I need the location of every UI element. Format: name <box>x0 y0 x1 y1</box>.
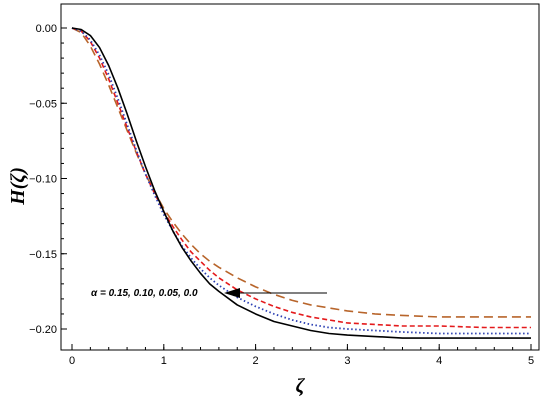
series-line-3 <box>71 27 531 335</box>
series-line-4 <box>71 27 531 339</box>
annotation-arrow <box>224 288 327 298</box>
y-tick-label: −0.15 <box>29 249 57 261</box>
x-tick-label: 0 <box>69 355 75 367</box>
series-line-1 <box>71 27 531 318</box>
y-tick-label: 0.00 <box>36 23 57 35</box>
alpha-annotation: α = 0.15, 0.10, 0.05, 0.0 <box>91 288 198 299</box>
y-tick-label: −0.05 <box>29 98 57 110</box>
x-axis-title: ζ <box>296 375 306 397</box>
y-tick-label: −0.10 <box>29 174 57 186</box>
x-tick-label: 2 <box>253 355 259 367</box>
x-axis-ticks: 0 1 2 3 4 5 <box>69 344 534 367</box>
x-tick-label: 1 <box>161 355 167 367</box>
x-tick-label: 4 <box>436 355 442 367</box>
x-tick-label: 3 <box>344 355 350 367</box>
y-tick-label: −0.20 <box>29 324 57 336</box>
plot-frame <box>60 3 540 351</box>
series-layer <box>71 27 531 339</box>
series-line-2 <box>71 27 531 329</box>
x-tick-label: 5 <box>528 355 534 367</box>
y-axis-title: H(ζ) <box>7 167 29 206</box>
y-axis-ticks: 0.00 −0.05 −0.10 −0.15 −0.20 <box>29 23 67 336</box>
